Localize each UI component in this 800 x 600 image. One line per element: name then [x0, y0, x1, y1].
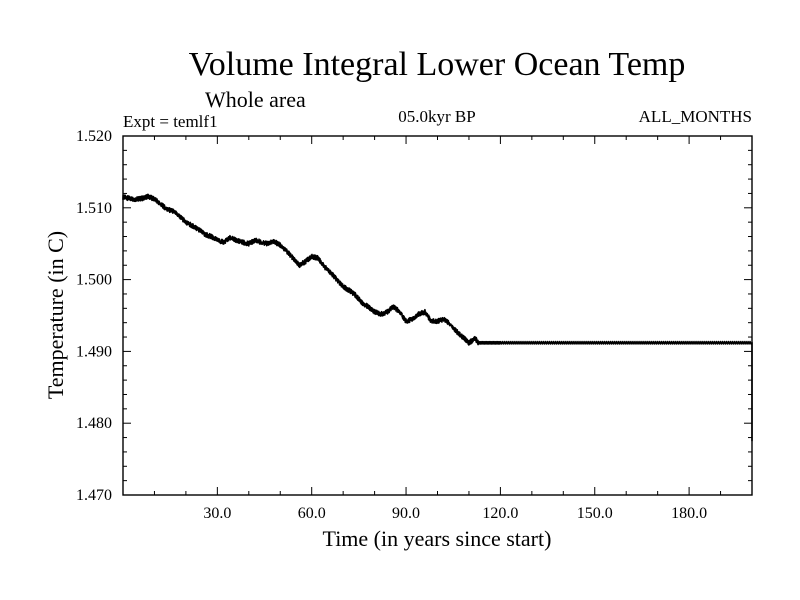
y-tick-label: 1.520 [76, 128, 112, 145]
tick-labels: 30.0 60.0 90.0 120.0 150.0 180.0 1.470 1.480 1.4… [76, 128, 707, 522]
chart-title: Volume Integral Lower Ocean Temp [189, 46, 686, 83]
axis-ticks [123, 136, 752, 495]
y-tick-label: 1.500 [76, 272, 112, 289]
plot-frame [122, 135, 753, 496]
period-label: 05.0kyr BP [398, 107, 475, 126]
series-line-temlf1 [122, 193, 753, 346]
months-label: ALL_MONTHS [639, 107, 752, 126]
x-tick-label: 150.0 [577, 505, 613, 522]
x-tick-label: 90.0 [392, 505, 420, 522]
x-tick-label: 60.0 [298, 505, 326, 522]
y-tick-label: 1.480 [76, 415, 112, 432]
series-layer [122, 193, 753, 442]
experiment-label: Expt = temlf1 [123, 112, 218, 131]
chart-subtitle: Whole area [205, 87, 306, 112]
y-axis-label: Temperature (in C) [43, 231, 68, 399]
x-tick-label: 180.0 [671, 505, 707, 522]
x-tick-label: 30.0 [203, 505, 231, 522]
y-tick-label: 1.470 [76, 487, 112, 504]
y-tick-label: 1.510 [76, 200, 112, 217]
x-tick-label: 120.0 [482, 505, 518, 522]
y-tick-label: 1.490 [76, 343, 112, 360]
x-axis-label: Time (in years since start) [323, 526, 552, 551]
